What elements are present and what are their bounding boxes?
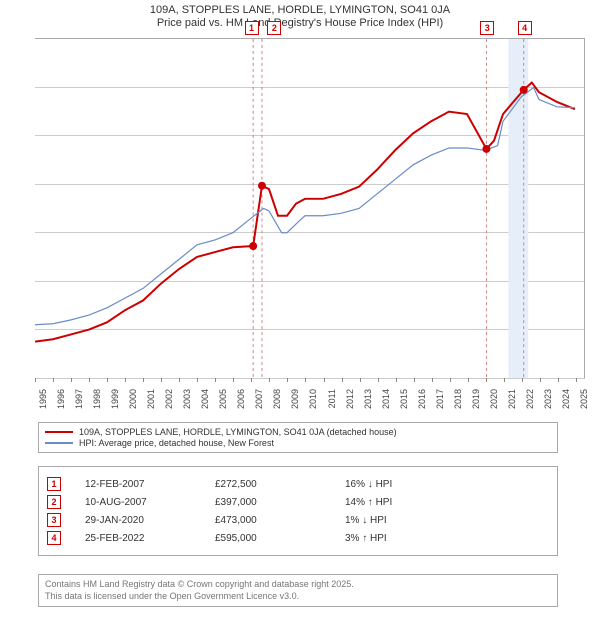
x-tick-label: 2010	[308, 389, 318, 419]
x-tick-label: 1995	[38, 389, 48, 419]
event-row: 1 12-FEB-2007£272,50016% ↓ HPI	[47, 477, 549, 491]
x-tick-label: 2001	[146, 389, 156, 419]
x-tick-label: 2022	[525, 389, 535, 419]
footer-line-1: Contains HM Land Registry data © Crown c…	[45, 579, 551, 591]
event-number-box: 4	[47, 531, 61, 545]
sale-marker	[520, 86, 528, 94]
x-tick-label: 2017	[435, 389, 445, 419]
x-tick-label: 2021	[507, 389, 517, 419]
legend-label: 109A, STOPPLES LANE, HORDLE, LYMINGTON, …	[79, 427, 397, 437]
event-hpi-delta: 14% ↑ HPI	[345, 497, 465, 508]
x-tick-label: 2012	[345, 389, 355, 419]
events-table: 1 12-FEB-2007£272,50016% ↓ HPI 2 10-AUG-200…	[38, 466, 558, 556]
x-tick-label: 2023	[543, 389, 553, 419]
x-tick-label: 2005	[218, 389, 228, 419]
event-price: £397,000	[215, 497, 345, 508]
event-number-box: 1	[47, 477, 61, 491]
legend-item: HPI: Average price, detached house, New …	[45, 438, 551, 448]
x-tick-label: 2004	[200, 389, 210, 419]
event-price: £595,000	[215, 533, 345, 544]
event-number-box: 2	[47, 495, 61, 509]
x-tick-label: 1997	[74, 389, 84, 419]
legend-label: HPI: Average price, detached house, New …	[79, 438, 274, 448]
event-price: £272,500	[215, 479, 345, 490]
sale-marker	[258, 182, 266, 190]
line-chart-svg	[35, 39, 584, 378]
x-tick-label: 2009	[290, 389, 300, 419]
legend-swatch	[45, 431, 73, 433]
x-tick-label: 2003	[182, 389, 192, 419]
event-price: £473,000	[215, 515, 345, 526]
event-date: 25-FEB-2022	[85, 533, 215, 544]
event-marker-box: 3	[480, 21, 494, 35]
x-tick-label: 1999	[110, 389, 120, 419]
event-row: 3 29-JAN-2020£473,0001% ↓ HPI	[47, 513, 549, 527]
sale-marker	[249, 242, 257, 250]
plot-area: 1234	[35, 38, 585, 378]
event-hpi-delta: 16% ↓ HPI	[345, 479, 465, 490]
x-tick-label: 2006	[236, 389, 246, 419]
event-hpi-delta: 1% ↓ HPI	[345, 515, 465, 526]
x-tick-label: 2016	[417, 389, 427, 419]
event-marker-box: 1	[245, 21, 259, 35]
x-tick-label: 2007	[254, 389, 264, 419]
x-tick-label: 1998	[92, 389, 102, 419]
event-date: 29-JAN-2020	[85, 515, 215, 526]
title-line-1: 109A, STOPPLES LANE, HORDLE, LYMINGTON, …	[0, 4, 600, 16]
x-tick-label: 1996	[56, 389, 66, 419]
x-tick-label: 2019	[471, 389, 481, 419]
event-date: 10-AUG-2007	[85, 497, 215, 508]
legend-item: 109A, STOPPLES LANE, HORDLE, LYMINGTON, …	[45, 427, 551, 437]
x-tick-label: 2020	[489, 389, 499, 419]
legend-swatch	[45, 442, 73, 444]
x-tick-label: 2013	[363, 389, 373, 419]
x-tick-label: 2008	[272, 389, 282, 419]
footer-line-2: This data is licensed under the Open Gov…	[45, 591, 551, 603]
x-axis-labels: 1995 1996 1997 1998 1999 2000 2001 2002 2003 2004…	[35, 378, 585, 428]
event-row: 4 25-FEB-2022£595,0003% ↑ HPI	[47, 531, 549, 545]
event-number-box: 3	[47, 513, 61, 527]
x-tick-label: 2000	[128, 389, 138, 419]
legend: 109A, STOPPLES LANE, HORDLE, LYMINGTON, …	[38, 422, 558, 453]
title-line-2: Price paid vs. HM Land Registry's House …	[0, 17, 600, 29]
x-tick-label: 2018	[453, 389, 463, 419]
event-row: 2 10-AUG-2007£397,00014% ↑ HPI	[47, 495, 549, 509]
x-tick-label: 2015	[399, 389, 409, 419]
title-block: 109A, STOPPLES LANE, HORDLE, LYMINGTON, …	[0, 0, 600, 29]
event-marker-box: 4	[518, 21, 532, 35]
sale-marker	[482, 145, 490, 153]
footer-attribution: Contains HM Land Registry data © Crown c…	[38, 574, 558, 607]
event-date: 12-FEB-2007	[85, 479, 215, 490]
series-line-hpi	[35, 87, 575, 324]
x-tick-label: 2011	[327, 389, 337, 419]
x-tick-label: 2014	[381, 389, 391, 419]
x-tick-label: 2025	[579, 389, 589, 419]
x-tick-label: 2024	[561, 389, 571, 419]
event-marker-box: 2	[267, 21, 281, 35]
x-tick-label: 2002	[164, 389, 174, 419]
chart-container: 109A, STOPPLES LANE, HORDLE, LYMINGTON, …	[0, 0, 600, 620]
event-hpi-delta: 3% ↑ HPI	[345, 533, 465, 544]
